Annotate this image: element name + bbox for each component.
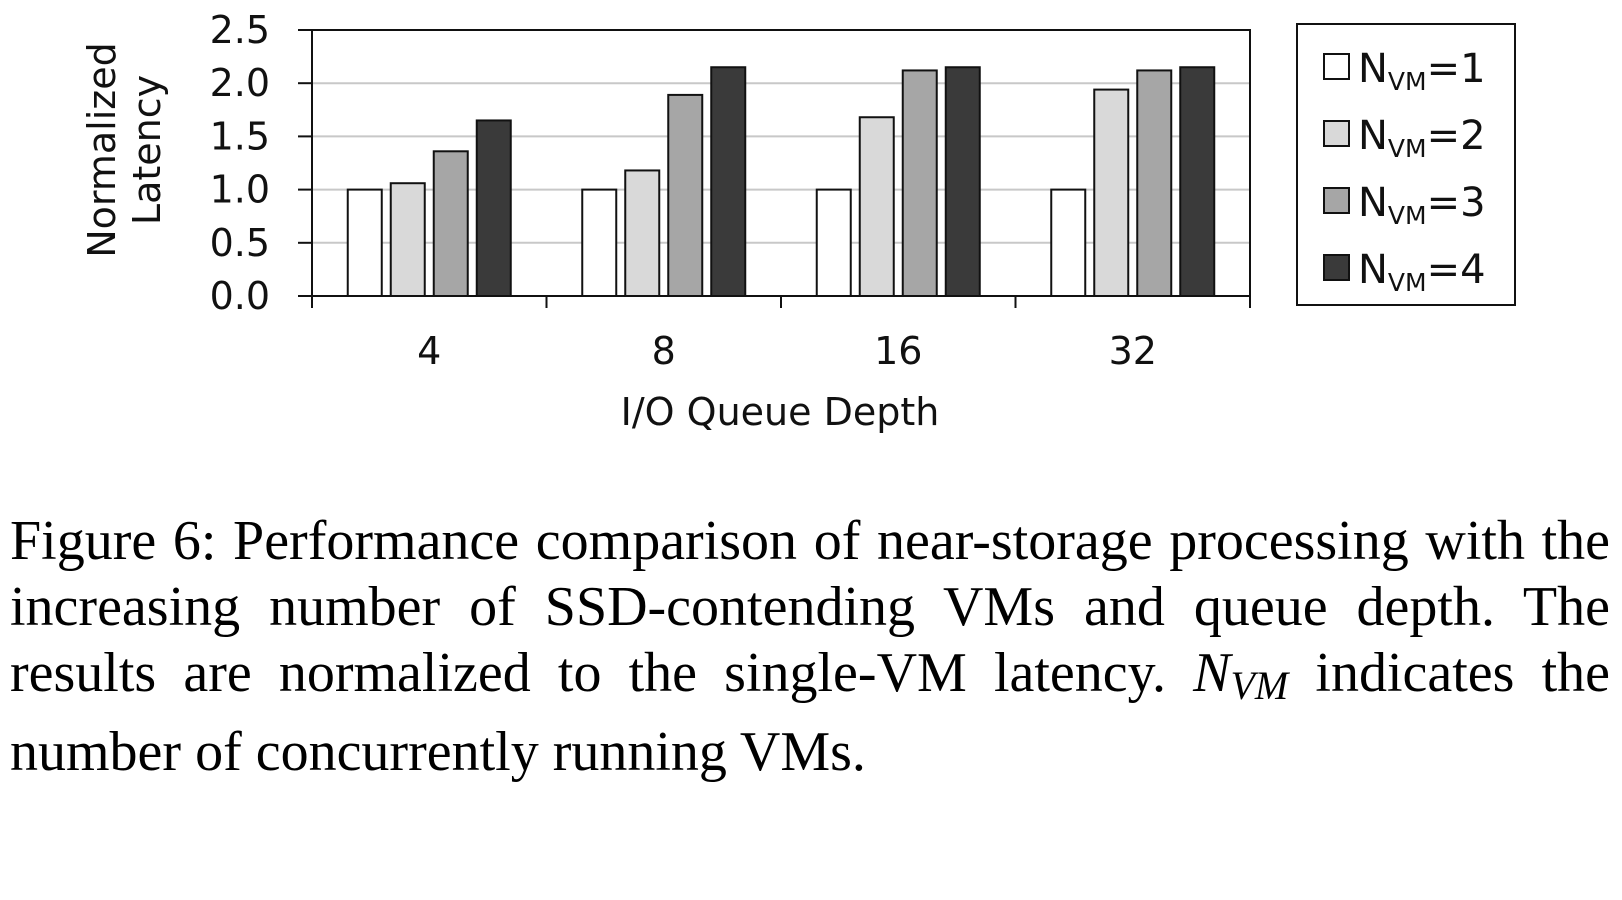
y-tick-label: 0.5 <box>210 221 270 265</box>
y-axis-title-line: Normalized <box>80 42 124 258</box>
legend-swatch <box>1323 187 1350 214</box>
bar-16-series-3 <box>901 69 938 297</box>
legend-swatch <box>1323 120 1350 147</box>
bar-16-series-2 <box>858 116 895 297</box>
caption-nvm-symbol: N <box>1193 642 1231 704</box>
bar-8-series-1 <box>581 188 618 298</box>
bar-8-series-2 <box>624 169 661 297</box>
bar-8-series-3 <box>667 93 704 297</box>
x-tick-label: 8 <box>652 329 676 373</box>
y-tick-label: 2.0 <box>210 61 270 105</box>
legend-label: NVM=3 <box>1358 180 1486 230</box>
legend-swatch <box>1323 53 1350 80</box>
bar-32-series-1 <box>1050 188 1087 298</box>
caption-nvm-subscript: VM <box>1230 663 1289 708</box>
bar-32-series-4 <box>1179 66 1216 297</box>
bar-4-series-2 <box>389 182 426 297</box>
axes: 0.0 0.5 1.0 1.5 2.0 2.5 4 8 16 32 <box>210 8 1251 373</box>
y-tick-label: 0.0 <box>210 274 270 318</box>
bar-8-series-4 <box>710 66 747 297</box>
y-tick-label: 2.5 <box>210 8 270 52</box>
bars <box>346 66 1216 298</box>
bar-4-series-4 <box>475 119 512 297</box>
x-tick-label: 32 <box>1109 329 1157 373</box>
y-tick-label: 1.5 <box>210 114 270 158</box>
legend-label: NVM=4 <box>1358 247 1486 297</box>
legend: NVM=1 NVM=2 NVM=3 NVM=4 <box>1296 23 1516 306</box>
y-axis-title: Normalized Latency <box>80 42 169 258</box>
bar-4-series-3 <box>432 150 469 297</box>
figure-caption: Figure 6: Performance comparison of near… <box>10 508 1610 785</box>
bar-chart: 0.0 0.5 1.0 1.5 2.0 2.5 4 8 16 32 Normalized Laten… <box>80 8 1516 434</box>
legend-swatch <box>1323 254 1350 281</box>
bar-16-series-1 <box>815 188 852 298</box>
x-axis-title: I/O Queue Depth <box>621 390 940 434</box>
y-axis-title-line: Latency <box>125 75 169 225</box>
x-tick-label: 16 <box>874 329 922 373</box>
caption-text-2: indicates the number of concurrently run… <box>10 642 1611 783</box>
legend-label: NVM=2 <box>1358 113 1486 163</box>
bar-4-series-1 <box>346 188 383 298</box>
x-tick-label: 4 <box>417 329 441 373</box>
y-tick-label: 1.0 <box>210 168 270 212</box>
bar-32-series-3 <box>1136 69 1173 297</box>
caption-text-1: Figure 6: Performance comparison of near… <box>10 510 1610 704</box>
bar-16-series-4 <box>944 66 981 297</box>
legend-label: NVM=1 <box>1358 46 1486 96</box>
bar-32-series-2 <box>1093 88 1130 297</box>
